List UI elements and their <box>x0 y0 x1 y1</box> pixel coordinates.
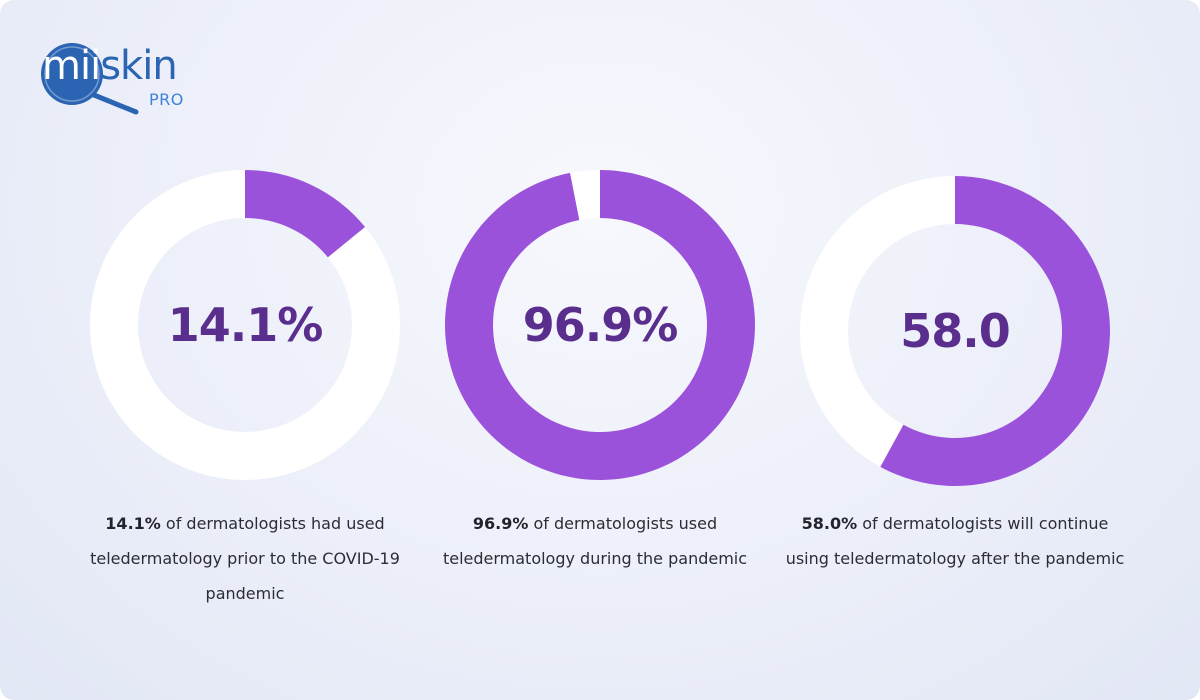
logo-pro: PRO <box>149 90 184 109</box>
logo-wordmark: miiskin <box>42 42 178 90</box>
donut-chart-during-pandemic: 96.9% <box>445 170 755 480</box>
caption-highlight: 58.0% <box>801 514 858 533</box>
donut-value-arc <box>445 170 755 480</box>
caption-pre-pandemic: 14.1% of dermatologists had used teleder… <box>75 506 415 611</box>
caption-text: of dermatologists will continue using te… <box>785 514 1125 568</box>
donut-center-value: 96.9% <box>522 298 679 352</box>
donut-value-arc <box>880 176 1110 486</box>
magnifier-logo-icon <box>41 43 139 115</box>
donut-svg <box>800 176 1110 486</box>
donut-svg <box>90 170 400 480</box>
caption-during-pandemic: 96.9% of dermatologists used teledermato… <box>425 506 765 576</box>
caption-highlight: 14.1% <box>105 514 161 533</box>
caption-highlight: 96.9% <box>472 514 529 533</box>
donut-center-value: 14.1% <box>167 298 324 352</box>
caption-text: of dermatologists used teledermatology d… <box>442 514 748 568</box>
logo-skin: skin <box>100 43 177 89</box>
donut-chart-after-pandemic: 58.0 <box>800 176 1110 486</box>
donut-chart-pre-pandemic: 14.1% <box>90 170 400 480</box>
donut-center-value: 58.0 <box>900 304 1011 358</box>
donut-svg <box>445 170 755 480</box>
miiskin-pro-logo: miiskin PRO <box>36 38 206 118</box>
caption-after-pandemic: 58.0% of dermatologists will continue us… <box>785 506 1125 576</box>
donut-value-arc <box>245 170 366 258</box>
logo-mii: mii <box>42 43 101 89</box>
caption-text: of dermatologists had used teledermatolo… <box>90 514 400 603</box>
